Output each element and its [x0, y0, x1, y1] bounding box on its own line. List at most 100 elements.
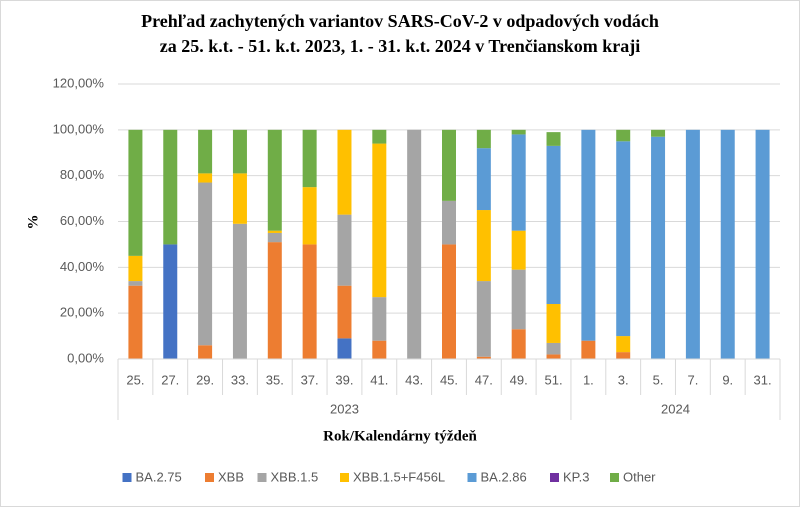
x-tick-label: 45. [440, 372, 458, 387]
legend-label: XBB.1.5+F456L [353, 469, 445, 484]
bar-segment [198, 129, 213, 174]
bar-segment [442, 200, 456, 245]
legend-label: XBB [218, 469, 244, 484]
x-tick-label: 29. [196, 372, 214, 387]
bar-segment [163, 244, 178, 359]
bar-segment [372, 143, 387, 298]
x-tick-label: 9. [722, 372, 733, 387]
bar-segment [198, 345, 213, 359]
x-tick-label: 27. [161, 372, 179, 387]
bar-segment [546, 354, 561, 359]
x-tick-label: 25. [126, 372, 144, 387]
x-tick-label: 1. [583, 372, 594, 387]
chart-title: Prehľad zachytených variantov SARS-CoV-2… [141, 11, 659, 31]
bar-segment [232, 223, 247, 359]
bar-segment [372, 129, 387, 144]
bar-segment [128, 281, 143, 286]
x-tick-label: 47. [475, 372, 493, 387]
bar-segment [616, 129, 631, 142]
bar-segment [546, 145, 561, 304]
bar-segment [128, 255, 143, 282]
bar-segment [442, 129, 456, 201]
bar-segment [651, 129, 666, 137]
bar-segment [302, 129, 317, 188]
x-tick-label: 37. [301, 372, 319, 387]
y-tick-label: 80,00% [60, 167, 105, 182]
bar-segment [476, 129, 491, 149]
bar-segment [476, 281, 491, 357]
group-label: 2023 [330, 401, 359, 416]
bar-segment [616, 336, 631, 353]
x-tick-label: 51. [544, 372, 562, 387]
group-label: 2024 [661, 401, 690, 416]
bar-segment [755, 129, 770, 359]
x-tick-label: 49. [510, 372, 528, 387]
x-tick-label: 41. [370, 372, 388, 387]
x-tick-label: 43. [405, 372, 423, 387]
bar-segment [163, 129, 178, 245]
x-tick-label: 3. [618, 372, 629, 387]
y-tick-label: 40,00% [60, 259, 105, 274]
legend-label: BA.2.86 [481, 469, 527, 484]
y-tick-label: 60,00% [60, 213, 105, 228]
x-tick-label: 7. [687, 372, 698, 387]
bar-segment [651, 136, 666, 359]
x-tick-label: 5. [653, 372, 664, 387]
y-axis-title: % [25, 215, 41, 230]
x-tick-label: 31. [754, 372, 772, 387]
bar-segment [616, 141, 631, 337]
bar-segment [616, 352, 631, 359]
bar-segment [302, 187, 317, 245]
y-tick-label: 0,00% [67, 350, 104, 365]
bar-segment [511, 134, 526, 231]
legend-label: BA.2.75 [136, 469, 182, 484]
legend-swatch [550, 473, 559, 482]
y-tick-label: 100,00% [53, 121, 105, 136]
x-tick-label: 33. [231, 372, 249, 387]
bar-segment [511, 230, 526, 270]
legend-label: XBB.1.5 [271, 469, 319, 484]
bar-segment [546, 342, 561, 355]
bar-segment [720, 129, 735, 359]
bar-segment [128, 285, 143, 359]
legend-swatch [205, 473, 214, 482]
bar-segment [267, 232, 282, 243]
legend-swatch [467, 473, 477, 482]
legend-swatch [340, 473, 349, 482]
x-axis-title: Rok/Kalendárny týždeň [323, 428, 477, 444]
legend-swatch [122, 473, 132, 482]
bar-segment [546, 132, 561, 146]
bar-segment [267, 242, 282, 359]
bar-segment [442, 244, 456, 359]
bar-segment [511, 329, 526, 359]
bar-segment [476, 148, 491, 211]
bar-segment [337, 338, 352, 359]
bar-segment [128, 129, 143, 256]
x-tick-label: 35. [266, 372, 284, 387]
chart-title: za 25. k.t. - 51. k.t. 2023, 1. - 31. k.… [160, 36, 641, 56]
legend-swatch [610, 473, 619, 482]
bar-segment [372, 340, 387, 359]
bar-segment [232, 173, 247, 224]
bar-segment [511, 269, 526, 330]
bar-segment [337, 214, 352, 286]
y-tick-label: 20,00% [60, 305, 105, 320]
bar-segment [372, 297, 387, 341]
bar-segment [232, 129, 247, 174]
x-tick-label: 39. [335, 372, 353, 387]
bar-segment [337, 285, 352, 339]
bar-segment [407, 129, 422, 359]
legend-label: Other [623, 469, 656, 484]
bar-segment [267, 129, 282, 231]
bar-segment [476, 356, 491, 359]
bar-segment [581, 129, 596, 341]
bar-segment [337, 129, 352, 215]
y-tick-label: 120,00% [53, 75, 105, 90]
bar-segment [198, 173, 213, 183]
bar-segment [581, 340, 596, 359]
bar-segment [546, 304, 561, 343]
legend-label: KP.3 [563, 469, 590, 484]
bar-segment [476, 210, 491, 282]
bar-segment [267, 230, 282, 233]
